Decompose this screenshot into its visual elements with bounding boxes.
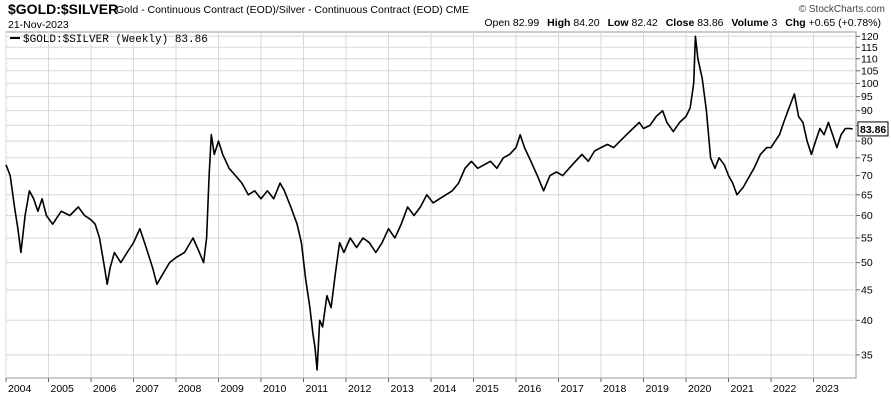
- y-tick-label: 50: [861, 257, 873, 269]
- y-tick-label: 70: [861, 170, 873, 182]
- x-tick-label: 2018: [603, 383, 627, 395]
- x-tick-label: 2015: [476, 383, 500, 395]
- y-tick-label: 45: [861, 284, 873, 296]
- close-value: 83.86: [697, 17, 724, 29]
- chg-value: +0.65 (+0.78%): [808, 17, 881, 29]
- x-tick-label: 2007: [136, 383, 160, 395]
- x-tick-label: 2005: [51, 383, 75, 395]
- legend-label: $GOLD:$SILVER (Weekly) 83.86: [23, 34, 208, 46]
- x-tick-label: 2011: [306, 383, 329, 395]
- y-tick-label: 65: [861, 189, 873, 201]
- chg-label: Chg: [785, 17, 806, 29]
- x-tick-label: 2023: [816, 383, 840, 395]
- chart-description: Gold - Continuous Contract (EOD)/Silver …: [116, 4, 470, 16]
- y-tick-label: 75: [861, 152, 873, 164]
- y-tick-label: 115: [861, 42, 878, 54]
- x-tick-label: 2010: [263, 383, 287, 395]
- y-tick-label: 90: [861, 105, 873, 117]
- x-tick-label: 2006: [93, 383, 117, 395]
- chart-symbol: $GOLD:$SILVER: [8, 1, 119, 17]
- y-tick-label: 60: [861, 210, 873, 222]
- series-line: [5, 35, 853, 371]
- volume-value: 3: [771, 17, 778, 29]
- x-tick-label: 2014: [433, 383, 457, 395]
- ohlc-readout: Open 82.99 High 84.20 Low 82.42 Close 83…: [484, 17, 881, 29]
- y-tick-label: 35: [861, 349, 873, 361]
- close-label: Close: [665, 17, 695, 29]
- open-label: Open: [484, 17, 510, 29]
- high-label: High: [547, 17, 571, 29]
- open-value: 82.99: [512, 17, 540, 29]
- x-tick-label: 2019: [646, 383, 670, 395]
- low-value: 82.42: [631, 17, 658, 29]
- y-tick-label: 100: [861, 78, 879, 90]
- y-tick-label: 40: [861, 315, 873, 327]
- high-value: 84.20: [573, 17, 600, 29]
- y-tick-label: 80: [861, 136, 873, 148]
- y-tick-label: 105: [861, 65, 879, 77]
- x-tick-label: 2004: [8, 383, 32, 395]
- x-tick-label: 2013: [391, 383, 415, 395]
- x-tick-label: 2017: [561, 383, 585, 395]
- stockcharts-credit[interactable]: © StockCharts.com: [798, 4, 885, 15]
- y-tick-label: 95: [861, 91, 873, 103]
- y-tick-label: 55: [861, 232, 873, 244]
- last-value-box: [857, 121, 889, 137]
- volume-label: Volume: [731, 17, 769, 29]
- y-tick-label: 120: [861, 31, 879, 43]
- x-tick-label: 2008: [178, 383, 202, 395]
- chart-date: 21-Nov-2023: [8, 19, 69, 31]
- x-tick-label: 2020: [688, 383, 712, 395]
- x-tick-label: 2016: [518, 383, 542, 395]
- y-tick-label: 110: [861, 53, 878, 65]
- last-value-label: 83.86: [860, 124, 886, 136]
- x-tick-label: 2012: [348, 383, 372, 395]
- x-tick-label: 2022: [773, 383, 797, 395]
- low-label: Low: [607, 17, 629, 29]
- x-tick-label: 2009: [221, 383, 245, 395]
- x-tick-label: 2021: [731, 383, 755, 395]
